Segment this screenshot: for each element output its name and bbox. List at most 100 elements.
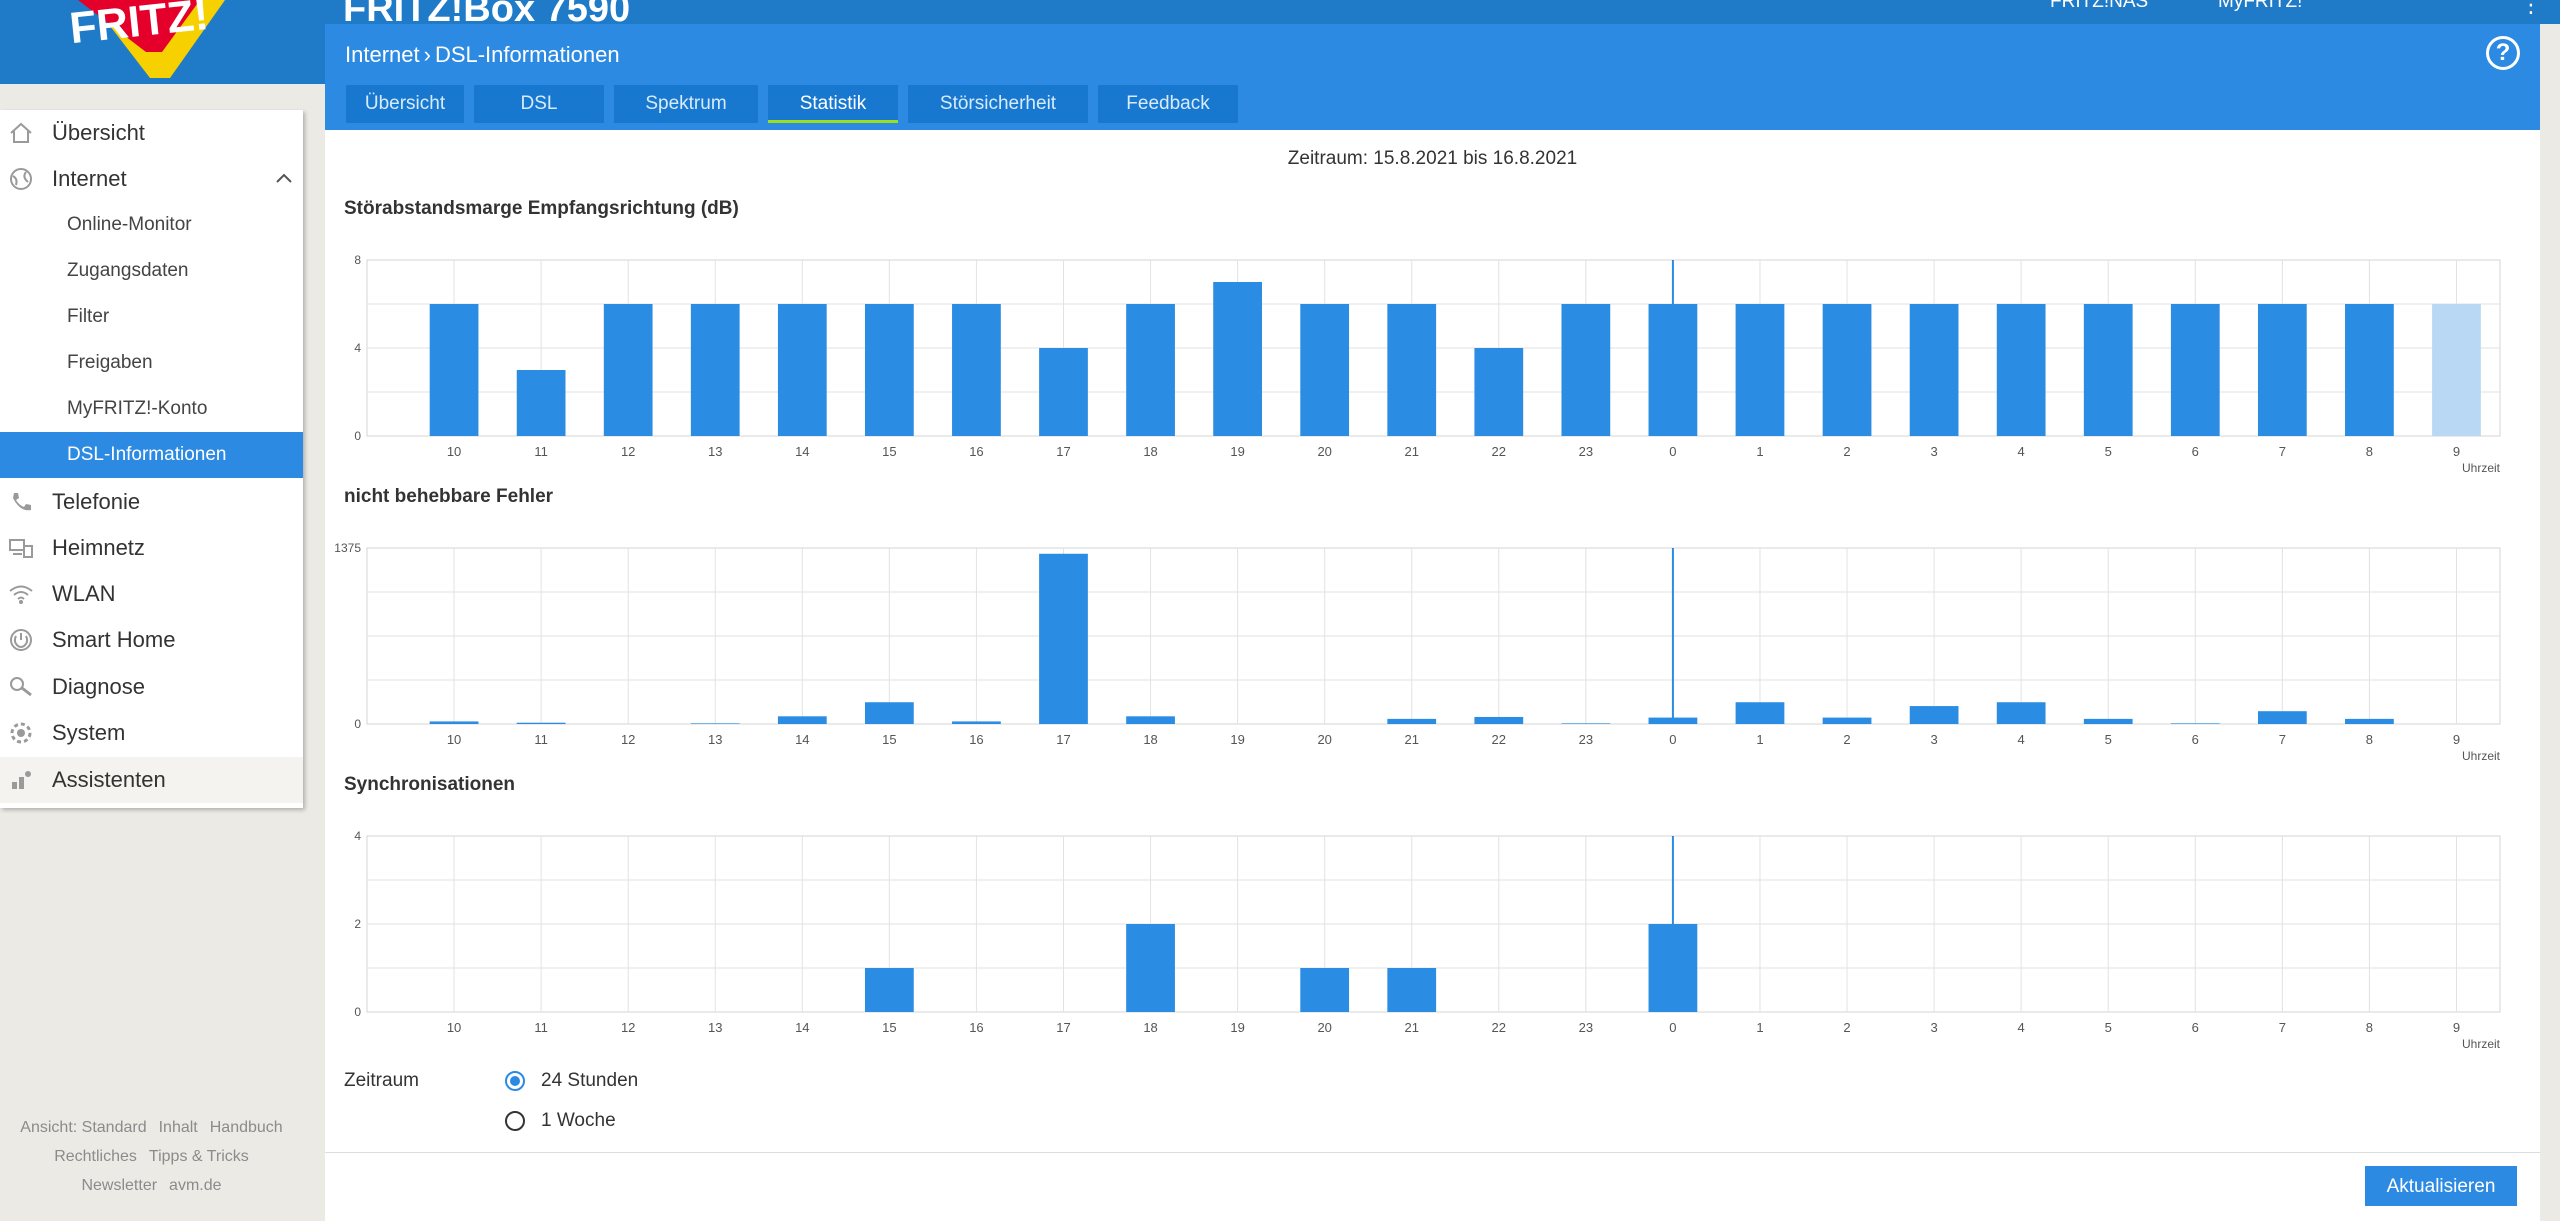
x-tick-label: 4 <box>2018 444 2025 459</box>
chart-bar <box>2083 718 2133 724</box>
footer-link-rechtliches[interactable]: Rechtliches <box>54 1148 137 1165</box>
x-tick-label: 12 <box>621 1020 635 1035</box>
y-tick-label: 2 <box>354 917 361 931</box>
x-tick-label: 4 <box>2018 1020 2025 1035</box>
sidebar-item-system[interactable]: System <box>0 710 303 756</box>
footer-link-ansicht[interactable]: Ansicht: Standard <box>20 1119 147 1136</box>
fritznas-link[interactable]: FRITZ!NAS <box>2050 0 2149 12</box>
refresh-button[interactable]: Aktualisieren <box>2365 1166 2517 1206</box>
chart-bar <box>2345 304 2394 436</box>
x-tick-label: 3 <box>1930 732 1937 747</box>
x-tick-label: 14 <box>795 444 809 459</box>
sidebar-item-uebersicht[interactable]: Übersicht <box>0 110 303 156</box>
wifi-icon <box>9 585 33 604</box>
x-tick-label: 13 <box>708 444 722 459</box>
fritz-logo[interactable]: FRITZ! <box>50 0 240 80</box>
footer-link-tipps[interactable]: Tipps & Tricks <box>148 1148 249 1165</box>
x-tick-label: 15 <box>882 444 896 459</box>
x-tick-label: 8 <box>2366 444 2373 459</box>
tab-dsl[interactable]: DSL <box>474 85 604 123</box>
chart-title-snr: Störabstandsmarge Empfangsrichtung (dB) <box>344 198 739 219</box>
breadcrumb-separator-icon: › <box>423 42 431 67</box>
sidebar-item-diagnose[interactable]: Diagnose <box>0 664 303 710</box>
y-tick-label: 0 <box>354 717 361 731</box>
sidebar-item-wlan[interactable]: WLAN <box>0 571 303 617</box>
sidebar-item-internet[interactable]: Internet <box>0 156 303 202</box>
range-label: Zeitraum <box>344 1070 419 1091</box>
breadcrumb-band: Internet › DSL-Informationen ? Übersicht D… <box>325 24 2540 130</box>
footer-link-handbuch[interactable]: Handbuch <box>209 1119 283 1136</box>
chart-bar <box>1474 348 1524 436</box>
sidebar-subitem-myfritz-konto[interactable]: MyFRITZ!-Konto <box>0 386 303 432</box>
radio-unselected-icon[interactable] <box>505 1111 525 1131</box>
x-tick-label: 21 <box>1405 1020 1419 1035</box>
x-tick-label: 8 <box>2366 732 2373 747</box>
chevron-up-icon[interactable] <box>275 170 293 188</box>
x-tick-label: 18 <box>1143 1020 1157 1035</box>
tab-stoersicherheit[interactable]: Störsicherheit <box>908 85 1088 123</box>
radio-label: 24 Stunden <box>541 1070 639 1091</box>
x-tick-label: 6 <box>2192 732 2199 747</box>
chart-bar <box>1039 553 1088 724</box>
myfritz-link[interactable]: MyFRITZ! <box>2218 0 2303 12</box>
sidebar-item-label: Assistenten <box>52 767 166 792</box>
sidebar-subitem-label: Online-Monitor <box>67 214 192 235</box>
sidebar-item-label: Smart Home <box>52 627 176 652</box>
x-axis-label: Uhrzeit <box>2462 749 2501 763</box>
footer-link-newsletter[interactable]: Newsletter <box>81 1177 158 1194</box>
sidebar-subitem-filter[interactable]: Filter <box>0 294 303 340</box>
chart-bar <box>2345 718 2394 724</box>
period-text: Zeitraum: 15.8.2021 bis 16.8.2021 <box>1287 148 1578 169</box>
more-menu-icon[interactable]: ⋮ <box>2520 0 2542 17</box>
chart-bar <box>2257 711 2307 724</box>
tab-statistik[interactable]: Statistik <box>768 85 898 123</box>
chart-uncorrectable-errors: 10 11 12 13 14 15 16 17 18 19 20 21 22 23 0 1 2 3 4 5 6 7 8 901… <box>334 541 2500 763</box>
tab-spektrum[interactable]: Spektrum <box>614 85 758 123</box>
x-tick-label: 23 <box>1579 1020 1593 1035</box>
sidebar-subitem-online-monitor[interactable]: Online-Monitor <box>0 202 303 248</box>
sidebar-item-heimnetz[interactable]: Heimnetz <box>0 525 303 571</box>
x-tick-label: 20 <box>1317 732 1331 747</box>
smart-home-icon <box>10 629 32 651</box>
sidebar-subitem-dsl-informationen[interactable]: DSL-Informationen <box>0 432 303 478</box>
chart-bar <box>690 304 740 436</box>
x-tick-label: 21 <box>1405 444 1419 459</box>
help-icon[interactable]: ? <box>2486 36 2520 70</box>
sidebar-subitem-freigaben[interactable]: Freigaben <box>0 340 303 386</box>
x-tick-label: 7 <box>2279 732 2286 747</box>
phone-icon <box>13 493 31 511</box>
x-tick-label: 12 <box>621 444 635 459</box>
system-icon <box>10 722 32 744</box>
sidebar-subitem-zugangsdaten[interactable]: Zugangsdaten <box>0 248 303 294</box>
breadcrumb-section[interactable]: Internet <box>345 42 420 67</box>
chart-bar <box>2170 723 2220 724</box>
chart-bar <box>429 304 479 436</box>
footer-link-avm[interactable]: avm.de <box>169 1177 222 1194</box>
sidebar-subitem-label: Filter <box>67 306 110 327</box>
radio-selected-icon[interactable] <box>505 1071 525 1091</box>
footer-links: Ansicht: Standard Inhalt Handbuch Rechtlic… <box>0 1113 303 1200</box>
x-tick-label: 16 <box>969 732 983 747</box>
divider <box>325 1152 2540 1153</box>
sidebar-item-label: WLAN <box>52 581 116 606</box>
chart-bar <box>1561 304 1611 436</box>
x-tick-label: 0 <box>1669 732 1676 747</box>
chart-bar <box>1387 968 1437 1012</box>
tab-feedback[interactable]: Feedback <box>1098 85 1238 123</box>
x-axis-label: Uhrzeit <box>2462 461 2501 475</box>
y-tick-label: 0 <box>354 1005 361 1019</box>
sidebar-item-smart-home[interactable]: Smart Home <box>0 617 303 663</box>
tab-uebersicht[interactable]: Übersicht <box>346 85 464 123</box>
sidebar-item-telefonie[interactable]: Telefonie <box>0 479 303 525</box>
sidebar-item-assistenten[interactable]: Assistenten <box>0 757 303 803</box>
x-tick-label: 11 <box>534 444 548 459</box>
sidebar-nav: Übersicht Internet Online-Monitor Zugang… <box>0 110 303 808</box>
x-tick-label: 11 <box>534 1020 548 1035</box>
x-tick-label: 5 <box>2105 1020 2112 1035</box>
chart-bar <box>777 304 827 436</box>
chart-bar <box>2432 304 2481 436</box>
x-tick-label: 11 <box>534 732 548 747</box>
chart-bar <box>1735 304 1785 436</box>
footer-link-inhalt[interactable]: Inhalt <box>158 1119 198 1136</box>
x-tick-label: 3 <box>1930 1020 1937 1035</box>
